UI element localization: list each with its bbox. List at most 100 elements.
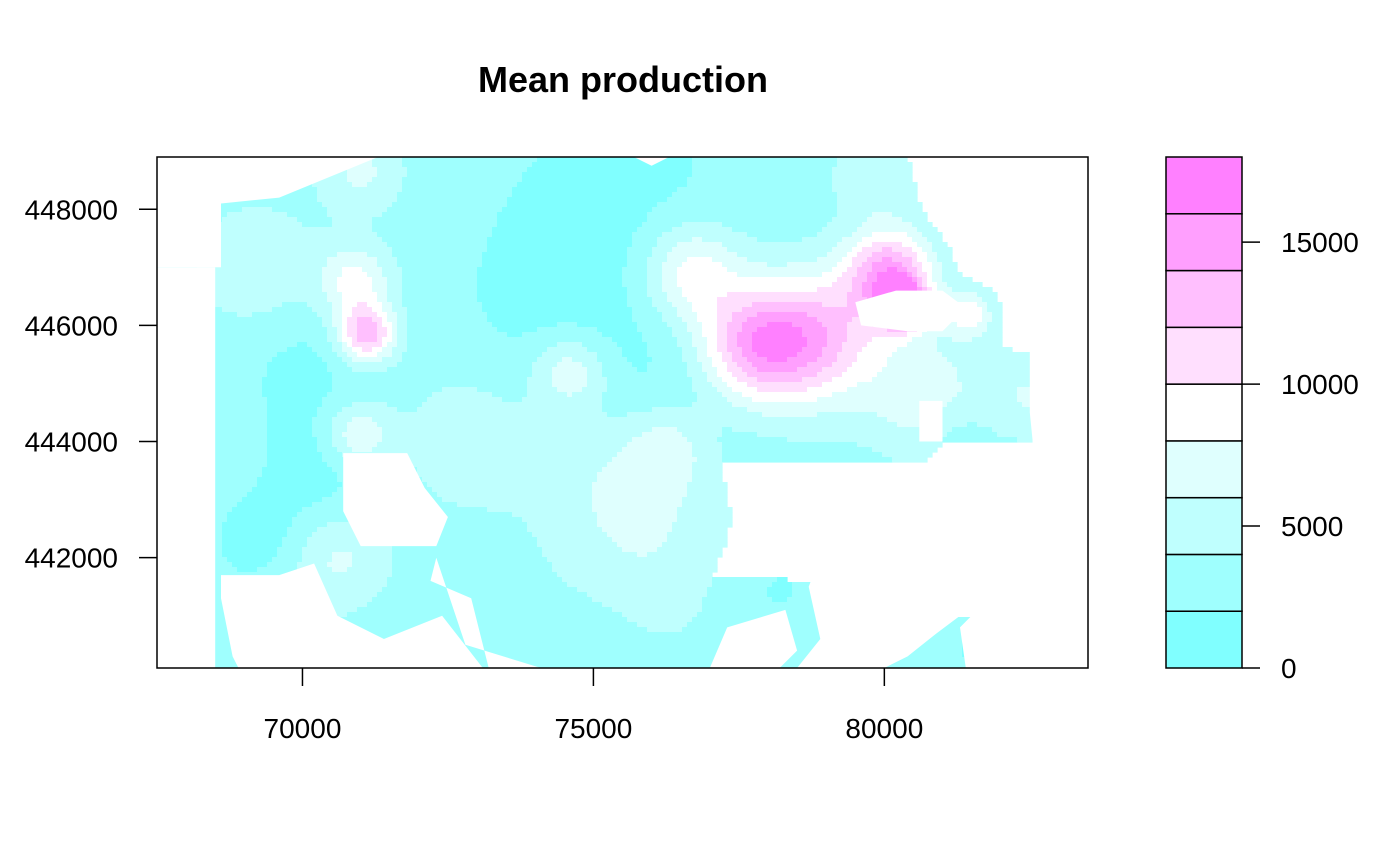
missing-data-region (919, 400, 943, 442)
surface-cell (732, 387, 758, 393)
surface-cell (602, 527, 673, 533)
surface-cell (807, 337, 828, 343)
surface-cell (392, 352, 403, 358)
surface-cell (892, 257, 913, 263)
surface-cell (742, 322, 768, 328)
surface-cell (492, 392, 528, 398)
surface-cell (827, 332, 848, 338)
surface-cell (852, 282, 863, 288)
surface-cell (267, 427, 313, 433)
surface-cell (687, 177, 833, 183)
surface-cell (332, 347, 343, 353)
surface-cell (752, 347, 803, 353)
surface-cell (957, 392, 1018, 398)
surface-cell (352, 562, 393, 568)
surface-cell (722, 457, 893, 463)
surface-cell (262, 467, 333, 473)
surface-cell (352, 182, 368, 188)
surface-cell (977, 302, 988, 308)
surface-cell (987, 307, 1003, 313)
surface-cell (402, 157, 538, 163)
surface-cell (927, 282, 938, 288)
surface-cell (892, 212, 928, 218)
surface-cell (227, 512, 298, 518)
surface-cell (582, 362, 603, 368)
surface-cell (787, 437, 943, 443)
surface-cell (267, 457, 323, 463)
surface-cell (312, 427, 333, 433)
surface-cell (772, 582, 793, 588)
surface-cell (712, 362, 728, 368)
surface-cell (222, 522, 293, 528)
surface-cell (722, 357, 733, 363)
surface-cell (642, 222, 683, 228)
surface-cell (857, 382, 963, 388)
surface-cell (622, 282, 648, 288)
surface-cell (342, 267, 363, 273)
surface-cell (402, 267, 478, 273)
surface-cell (867, 217, 903, 223)
surface-cell (502, 207, 653, 213)
surface-cell (677, 307, 693, 313)
surface-cell (537, 327, 598, 333)
surface-cell (347, 162, 373, 168)
surface-cell (322, 282, 338, 288)
surface-cell (292, 577, 388, 583)
surface-cell (202, 242, 388, 248)
surface-cell (627, 292, 648, 298)
surface-cell (382, 322, 393, 328)
surface-cell (727, 397, 753, 403)
surface-cell (827, 222, 863, 228)
surface-cell (322, 202, 393, 208)
surface-cell (692, 337, 708, 343)
surface-cell (382, 302, 393, 308)
surface-cell (577, 322, 638, 328)
surface-cell (267, 407, 318, 413)
surface-cell (327, 462, 353, 468)
surface-cell (837, 202, 923, 208)
surface-cell (977, 422, 1063, 428)
surface-cell (482, 252, 628, 258)
surface-cell (752, 332, 803, 338)
surface-cell (202, 282, 323, 288)
surface-cell (602, 367, 638, 373)
surface-cell (647, 277, 663, 283)
surface-cell (652, 297, 668, 303)
surface-cell (382, 267, 403, 273)
surface-cell (207, 227, 373, 233)
surface-cell (547, 557, 718, 563)
surface-cell (402, 287, 478, 293)
surface-cell (342, 432, 383, 438)
surface-cell (347, 322, 358, 328)
surface-cell (387, 532, 533, 538)
surface-cell (602, 397, 698, 403)
surface-cell (387, 327, 393, 333)
surface-cell (392, 337, 398, 343)
surface-cell (342, 297, 378, 303)
surface-cell (932, 262, 943, 268)
surface-cell (832, 187, 918, 193)
surface-cell (837, 212, 873, 218)
surface-cell (372, 287, 388, 293)
surface-cell (1017, 387, 1038, 393)
surface-cell (942, 272, 963, 278)
surface-cell (597, 352, 623, 358)
surface-cell (312, 347, 333, 353)
surface-cell (862, 237, 913, 243)
surface-cell (942, 352, 1048, 358)
surface-cell (692, 472, 723, 478)
surface-cell (742, 307, 868, 313)
surface-cell (312, 422, 333, 428)
surface-cell (507, 332, 523, 338)
surface-cell (672, 522, 733, 528)
surface-cell (707, 337, 718, 343)
surface-cell (422, 402, 603, 408)
surface-cell (222, 547, 278, 553)
surface-cell (572, 357, 598, 363)
surface-cell (597, 517, 678, 523)
surface-cell (612, 457, 698, 463)
surface-cell (997, 432, 1048, 438)
surface-cell (647, 367, 688, 373)
surface-cell (607, 532, 668, 538)
